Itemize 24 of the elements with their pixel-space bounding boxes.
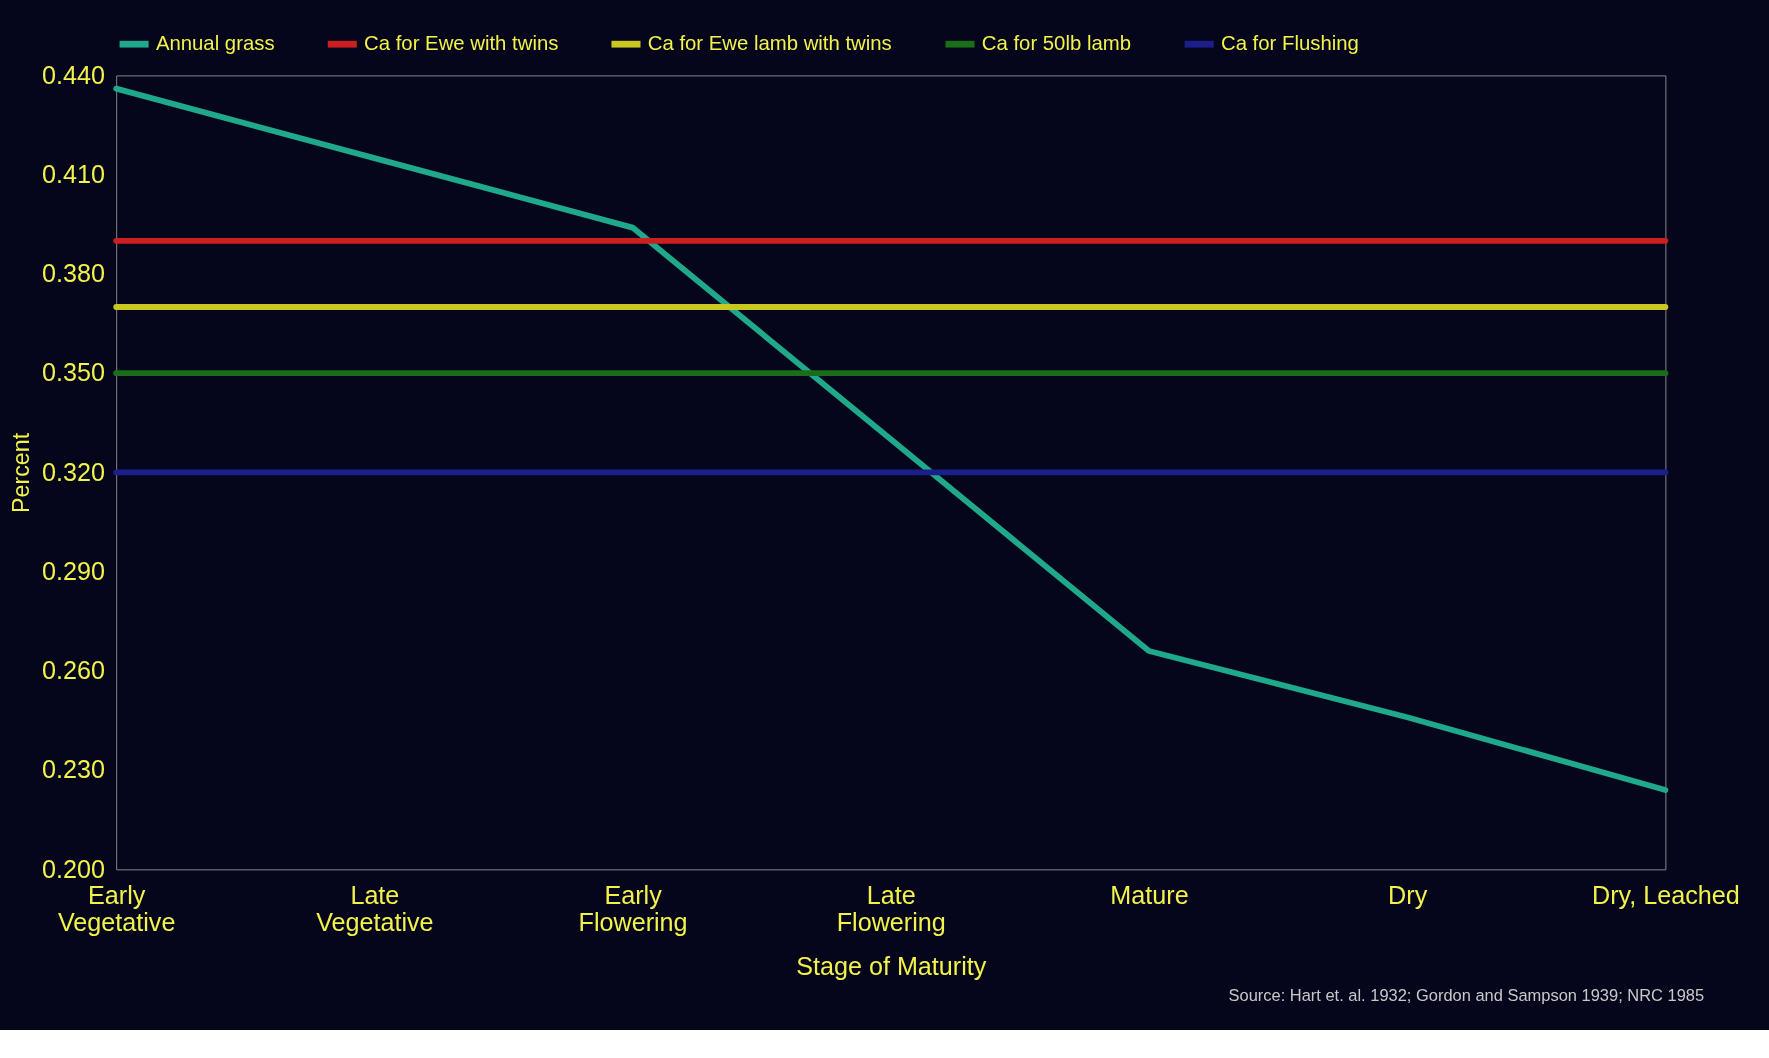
y-tick-label: 0.440 <box>42 60 106 89</box>
legend-label: Ca for Ewe lamb with twins <box>647 32 892 54</box>
y-tick-label: 0.320 <box>42 457 106 486</box>
x-tick-label: Late Flowering <box>836 880 946 936</box>
x-tick-label: Dry <box>1388 880 1428 909</box>
x-tick-label: Early Vegetative <box>57 880 176 936</box>
x-tick-label: Dry, Leached <box>1592 880 1740 909</box>
legend-label: Annual grass <box>155 32 275 54</box>
y-tick-label: 0.380 <box>42 259 106 288</box>
x-axis-title: Stage of Maturity <box>796 952 987 981</box>
source-note: Source: Hart et. al. 1932; Gordon and Sampson 1939; NRC 1985 <box>1228 986 1705 1005</box>
x-tick-label: Late Vegetative <box>316 880 434 936</box>
y-tick-label: 0.200 <box>42 854 106 883</box>
y-tick-label: 0.290 <box>42 556 106 585</box>
y-tick-label: 0.350 <box>42 358 106 387</box>
y-tick-label: 0.410 <box>42 159 106 188</box>
legend-label: Ca for Ewe with twins <box>364 32 559 54</box>
legend-label: Ca for Flushing <box>1220 32 1359 54</box>
x-tick-label: Early Flowering <box>578 880 688 936</box>
y-axis-title: Percent <box>8 432 35 513</box>
y-tick-label: 0.230 <box>42 755 106 784</box>
x-tick-label: Mature <box>1110 880 1189 909</box>
legend-label: Ca for 50lb lamb <box>981 32 1131 54</box>
y-tick-label: 0.260 <box>42 656 106 685</box>
